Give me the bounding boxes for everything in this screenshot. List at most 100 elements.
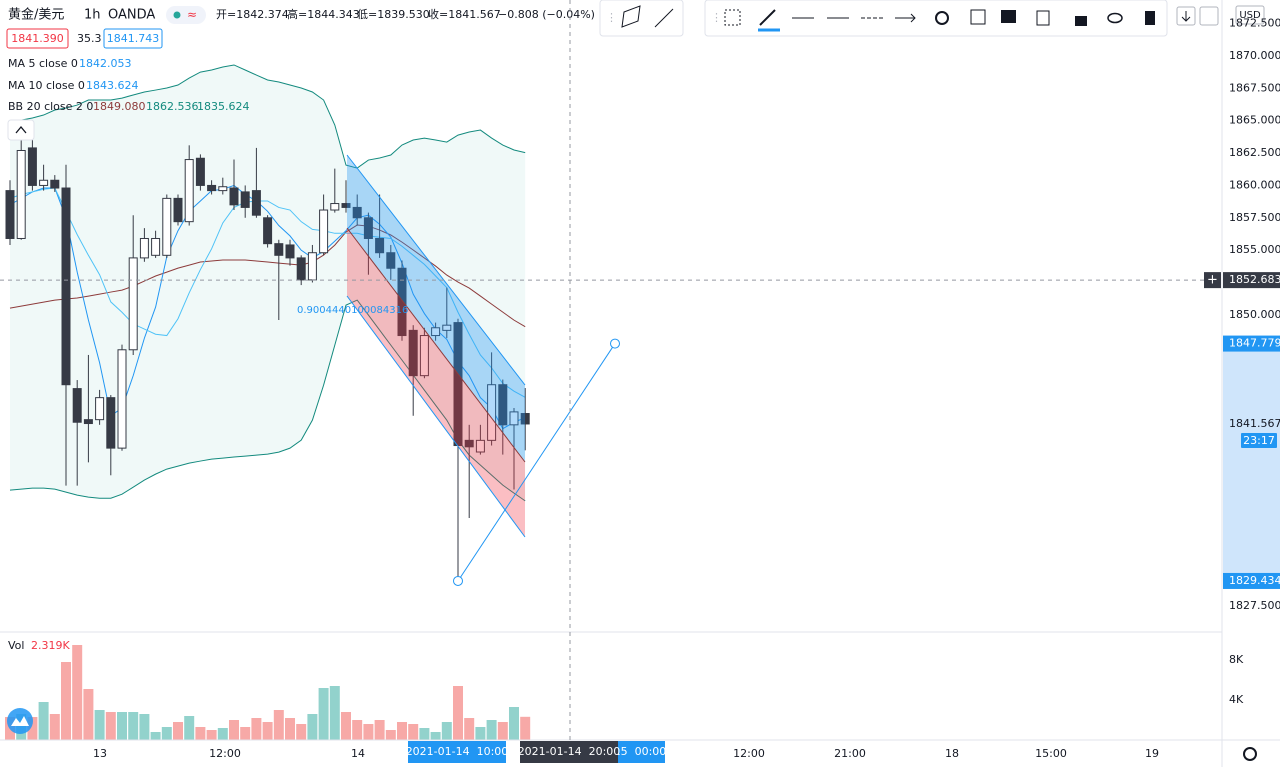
tool-color[interactable] bbox=[759, 9, 776, 26]
settings-button[interactable] bbox=[1243, 747, 1257, 761]
trend-line[interactable] bbox=[457, 343, 616, 582]
candle-body bbox=[207, 184, 217, 192]
tool-trend[interactable] bbox=[654, 8, 674, 28]
candle-body bbox=[442, 324, 452, 331]
countdown-box bbox=[1241, 432, 1277, 448]
trend-price-label: 1829.434 bbox=[1229, 574, 1280, 587]
y-tick-label: 1865.000 bbox=[1229, 114, 1280, 127]
volume-value: 2.319K bbox=[31, 639, 70, 652]
volume-bar bbox=[497, 722, 508, 740]
volume-tick-label: 4K bbox=[1229, 693, 1244, 706]
trend-price-box bbox=[1223, 572, 1280, 589]
bid-box[interactable] bbox=[6, 28, 69, 49]
symbol: 黄金/美元 bbox=[8, 7, 64, 23]
candle-body bbox=[95, 397, 105, 421]
x-tick-label: 13 bbox=[93, 747, 107, 760]
time-highlight: 2021-01-14 10:00 bbox=[406, 745, 509, 758]
crosshair-add-button[interactable] bbox=[1204, 272, 1221, 289]
time-highlight-box bbox=[408, 741, 506, 763]
candle-body bbox=[128, 257, 138, 351]
candle-body bbox=[16, 149, 26, 239]
tool-alert[interactable] bbox=[970, 9, 986, 25]
candle-body bbox=[363, 217, 373, 239]
drag-handle[interactable]: ⋮ bbox=[711, 11, 722, 24]
channel-mid[interactable] bbox=[346, 227, 526, 463]
y-tick-label: 1850.000 bbox=[1229, 308, 1280, 321]
crosshair-add-icon: + bbox=[1207, 273, 1218, 288]
candle-body bbox=[240, 191, 250, 208]
y-tick-label: 1862.500 bbox=[1229, 146, 1280, 159]
band-lower bbox=[9, 299, 526, 502]
tool-settings[interactable] bbox=[935, 11, 949, 25]
crosshair-price-box bbox=[1223, 272, 1280, 289]
tool-visibility[interactable] bbox=[1001, 10, 1016, 23]
legend-ma5-value: 1842.053 bbox=[79, 57, 132, 70]
volume-bar bbox=[150, 732, 161, 740]
candle-body bbox=[61, 187, 71, 386]
candle-body bbox=[397, 267, 407, 337]
candle-body bbox=[431, 327, 441, 337]
ask: 1841.743 bbox=[107, 32, 160, 45]
last-price-label: 1841.567 bbox=[1229, 417, 1280, 430]
x-tick-label: 12:00 bbox=[209, 747, 241, 760]
tool-hide[interactable] bbox=[1107, 12, 1123, 24]
tool-clone[interactable] bbox=[1036, 10, 1050, 26]
candle-body bbox=[229, 187, 239, 206]
volume-bar bbox=[206, 730, 217, 740]
channel-bottom[interactable] bbox=[346, 295, 526, 538]
band-upper bbox=[9, 64, 526, 169]
candle-body bbox=[251, 190, 261, 216]
tool-delete[interactable] bbox=[1145, 11, 1155, 25]
volume-bar bbox=[296, 724, 307, 740]
tool-lock[interactable] bbox=[1075, 16, 1087, 26]
volume-bar bbox=[509, 707, 519, 740]
high: 高=1844.343 bbox=[287, 7, 360, 21]
legend-ma10: MA 10 close 0 bbox=[8, 79, 85, 92]
collapse-icon bbox=[15, 125, 27, 134]
candle-body bbox=[285, 244, 295, 259]
x-tick-label: 21:00 bbox=[834, 747, 866, 760]
volume-bar bbox=[318, 688, 329, 740]
volume-bar bbox=[441, 722, 452, 740]
trend-price-box bbox=[1223, 335, 1280, 352]
time-highlight-box bbox=[520, 741, 618, 763]
currency-box[interactable] bbox=[1235, 5, 1265, 25]
channel-lower-fill[interactable] bbox=[347, 228, 525, 537]
ask-box[interactable] bbox=[103, 28, 163, 49]
volume-bar bbox=[486, 720, 497, 740]
trend-handle[interactable] bbox=[453, 575, 463, 586]
volume-bar bbox=[161, 727, 172, 740]
tool-template[interactable] bbox=[724, 9, 741, 26]
volume-bar bbox=[363, 724, 374, 740]
tool-channel[interactable] bbox=[621, 5, 641, 28]
candle-body bbox=[386, 252, 396, 269]
volume-bar bbox=[329, 686, 340, 740]
volume-bar bbox=[27, 717, 38, 740]
candle-body bbox=[263, 217, 273, 245]
candle-body bbox=[106, 397, 116, 449]
candle-body bbox=[319, 209, 329, 254]
reset-button[interactable] bbox=[1199, 6, 1219, 26]
channel-upper-fill[interactable] bbox=[347, 155, 525, 462]
drag-handle[interactable]: ⋮ bbox=[606, 11, 617, 24]
candle-body bbox=[83, 419, 93, 425]
volume-bar bbox=[117, 712, 127, 740]
candle-body bbox=[352, 206, 362, 219]
y-tick-label: 1857.500 bbox=[1229, 211, 1280, 224]
tool-line-end[interactable] bbox=[895, 13, 916, 23]
status-badge[interactable] bbox=[166, 6, 206, 24]
channel-top[interactable] bbox=[346, 154, 526, 386]
trend-handle[interactable] bbox=[610, 338, 620, 349]
legend-collapse[interactable] bbox=[7, 119, 35, 141]
volume-bar bbox=[520, 716, 531, 740]
logo[interactable] bbox=[7, 708, 33, 734]
countdown: 23:17 bbox=[1243, 434, 1275, 447]
volume-bar bbox=[139, 714, 150, 740]
y-tick-label: 1860.000 bbox=[1229, 178, 1280, 191]
close: 收=1841.567 bbox=[428, 7, 501, 21]
candle-body bbox=[408, 329, 418, 377]
logo-mark bbox=[11, 716, 29, 726]
x-tick-label: 12:00 bbox=[733, 747, 765, 760]
